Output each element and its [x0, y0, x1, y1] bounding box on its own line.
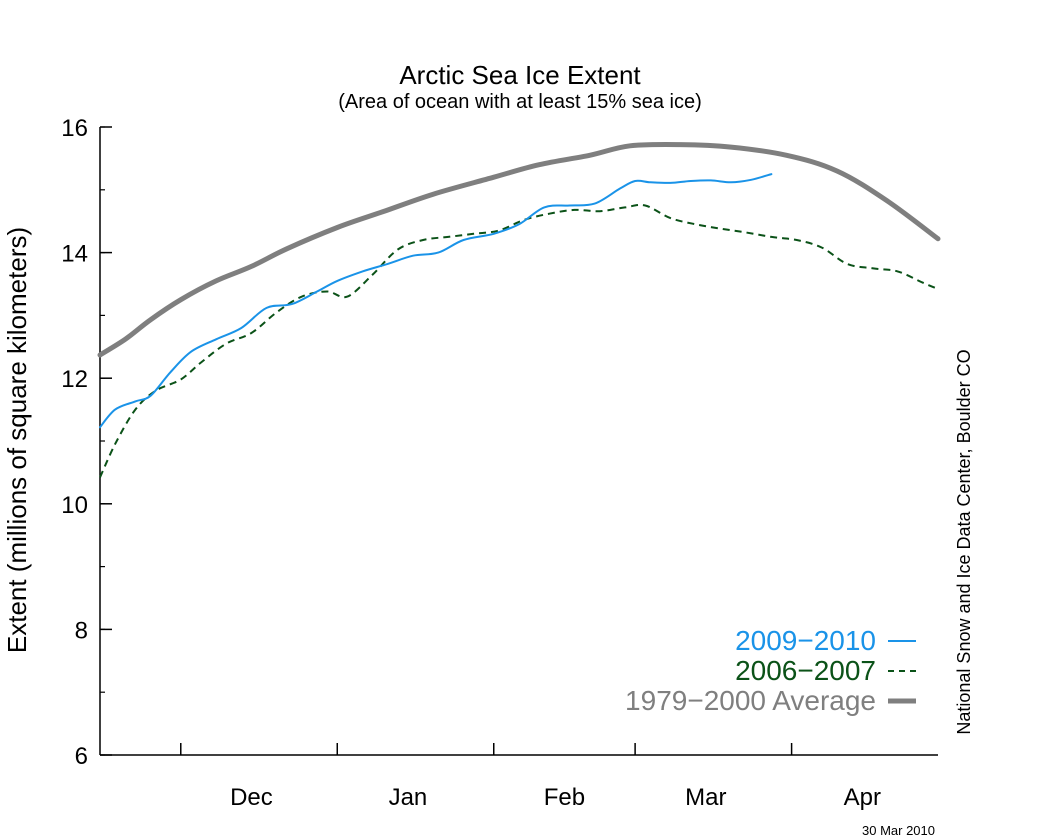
x-tick-label: Jan	[389, 784, 428, 811]
chart-title: Arctic Sea Ice Extent	[399, 60, 641, 90]
date-stamp: 30 Mar 2010	[862, 823, 935, 838]
series-layer	[97, 141, 941, 478]
x-tick-label: Dec	[230, 784, 273, 811]
chart-subtitle: (Area of ocean with at least 15% sea ice…	[338, 91, 702, 113]
y-tick-label: 6	[75, 743, 88, 770]
series-line	[99, 203, 939, 478]
legend-label: 2009−2010	[735, 625, 876, 656]
y-tick-label: 16	[61, 115, 88, 142]
axes: 6 8 10 12 14 16 Dec Jan Feb Mar Apr	[61, 115, 938, 811]
legend-label: 2006−2007	[735, 655, 876, 686]
legend-label: 1979−2000 Average	[625, 685, 876, 716]
x-tick-label: Feb	[544, 784, 585, 811]
y-tick-label: 12	[61, 366, 88, 393]
series-line	[97, 141, 941, 358]
y-axis-label: Extent (millions of square kilometers)	[2, 227, 32, 653]
y-tick-label: 8	[75, 617, 88, 644]
y-tick-label: 10	[61, 492, 88, 519]
x-tick-label: Mar	[685, 784, 726, 811]
x-tick-label: Apr	[844, 784, 881, 811]
series-line	[99, 173, 773, 429]
y-tick-label: 14	[61, 241, 88, 268]
credit-text: National Snow and Ice Data Center, Bould…	[954, 349, 974, 734]
